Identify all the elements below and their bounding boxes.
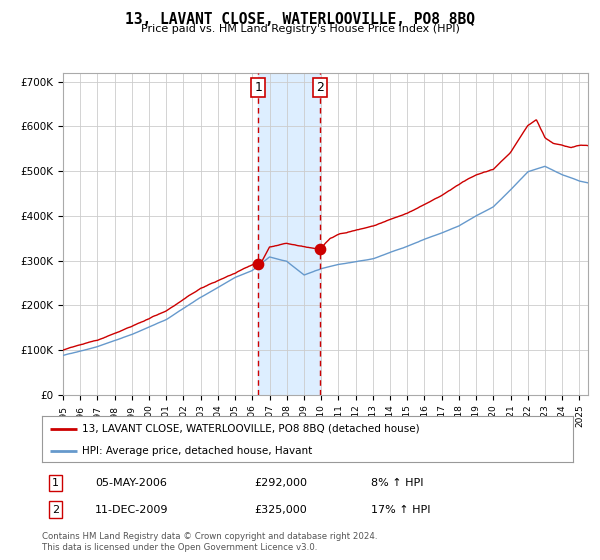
Text: 1: 1 — [254, 81, 262, 94]
Text: 17% ↑ HPI: 17% ↑ HPI — [371, 505, 431, 515]
Text: 8% ↑ HPI: 8% ↑ HPI — [371, 478, 424, 488]
Text: 05-MAY-2006: 05-MAY-2006 — [95, 478, 167, 488]
Text: 2: 2 — [316, 81, 324, 94]
Text: £292,000: £292,000 — [254, 478, 307, 488]
Text: 11-DEC-2009: 11-DEC-2009 — [95, 505, 169, 515]
Text: 1: 1 — [52, 478, 59, 488]
Text: 13, LAVANT CLOSE, WATERLOOVILLE, PO8 8BQ: 13, LAVANT CLOSE, WATERLOOVILLE, PO8 8BQ — [125, 12, 475, 27]
Point — [253, 260, 263, 269]
Text: Price paid vs. HM Land Registry's House Price Index (HPI): Price paid vs. HM Land Registry's House … — [140, 24, 460, 34]
Text: 13, LAVANT CLOSE, WATERLOOVILLE, PO8 8BQ (detached house): 13, LAVANT CLOSE, WATERLOOVILLE, PO8 8BQ… — [82, 424, 419, 434]
Text: This data is licensed under the Open Government Licence v3.0.: This data is licensed under the Open Gov… — [42, 543, 317, 552]
Text: 2: 2 — [52, 505, 59, 515]
Text: HPI: Average price, detached house, Havant: HPI: Average price, detached house, Hava… — [82, 446, 312, 455]
Text: £325,000: £325,000 — [254, 505, 307, 515]
Bar — [258, 73, 320, 395]
Point — [316, 245, 325, 254]
Text: Contains HM Land Registry data © Crown copyright and database right 2024.: Contains HM Land Registry data © Crown c… — [42, 532, 377, 541]
